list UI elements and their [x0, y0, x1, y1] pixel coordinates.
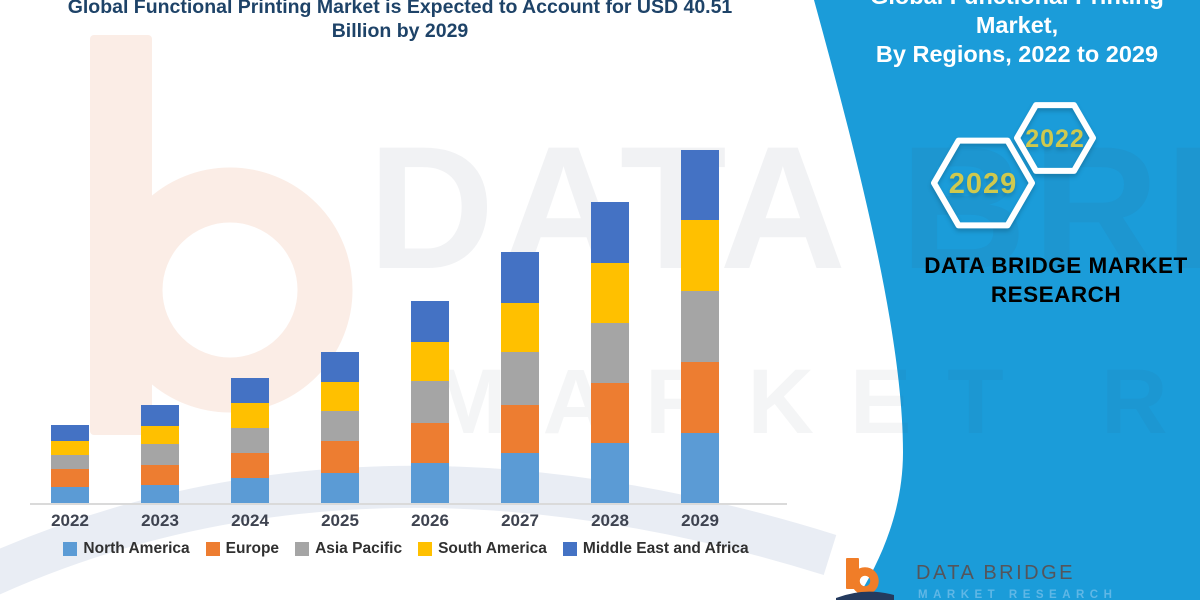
bar-segment-asia-pacific — [321, 411, 359, 441]
legend-label: Asia Pacific — [315, 540, 403, 557]
legend-label: North America — [83, 540, 190, 557]
panel-heading-line1: Global Functional Printing Market, — [870, 0, 1164, 38]
x-axis-label-2022: 2022 — [51, 511, 89, 530]
chart-title-line1: Global Functional Printing Market is Exp… — [67, 0, 733, 18]
bar-segment-south-america — [501, 303, 539, 352]
bar-segment-middle-east-and-africa — [411, 301, 449, 343]
bar-segment-asia-pacific — [411, 381, 449, 424]
x-axis-label-2027: 2027 — [501, 511, 539, 530]
hexagon-2029-icon — [931, 137, 1035, 229]
footer-logo: DATA BRIDGE MARKET RESEARCH — [836, 556, 1136, 600]
plot-area — [51, 150, 719, 503]
bar-segment-south-america — [411, 342, 449, 382]
legend-label: Europe — [225, 540, 280, 557]
bar-segment-south-america — [141, 425, 179, 445]
panel-heading-line2: By Regions, 2022 to 2029 — [875, 41, 1159, 67]
bar-segment-middle-east-and-africa — [501, 251, 539, 304]
x-axis-label-2024: 2024 — [231, 511, 269, 530]
bar-segment-europe — [141, 465, 179, 485]
bar-segment-asia-pacific — [141, 444, 179, 466]
legend-item-asia-pacific: Asia Pacific — [295, 540, 402, 558]
hexagon-2022-label: 2022 — [1025, 125, 1085, 153]
x-axis-label-2029: 2029 — [681, 511, 719, 530]
footer-logo-b-icon — [836, 558, 894, 600]
hexagon-2029-label: 2029 — [949, 168, 1018, 200]
bar-segment-south-america — [681, 220, 719, 292]
bar-segment-north-america — [681, 433, 719, 503]
bar-segment-middle-east-and-africa — [231, 378, 269, 404]
bar-segment-north-america — [501, 452, 539, 503]
bar-segment-europe — [591, 382, 629, 444]
bar-segment-north-america — [141, 484, 179, 503]
bar-segment-north-america — [321, 472, 359, 503]
hexagon-2022-icon — [1014, 102, 1096, 174]
bar-segment-south-america — [51, 441, 89, 455]
bar-segment-middle-east-and-africa — [321, 351, 359, 383]
legend-label: Middle East and Africa — [582, 540, 749, 557]
year-hexagons: 2029 2022 — [931, 102, 1096, 229]
chart-legend: North America Europe Asia Pacific South Ame… — [25, 540, 787, 558]
panel-heading: Global Functional Printing Market, By Re… — [838, 0, 1196, 69]
bar-segment-asia-pacific — [51, 454, 89, 469]
legend-label: South America — [438, 540, 547, 557]
bar-segment-asia-pacific — [681, 291, 719, 362]
bar-segment-europe — [51, 468, 89, 488]
footer-logo-name: DATA BRIDGE — [916, 562, 1076, 584]
bar-segment-europe — [321, 440, 359, 473]
legend-item-middle-east-and-africa: Middle East and Africa — [562, 540, 749, 558]
legend-swatch-icon — [562, 542, 577, 556]
bar-segment-middle-east-and-africa — [591, 202, 629, 263]
x-axis-label-2023: 2023 — [141, 511, 179, 530]
chart-title: Global Functional Printing Market is Exp… — [20, 0, 780, 43]
legend-swatch-icon — [63, 542, 78, 556]
bar-segment-south-america — [591, 262, 629, 324]
chart-title-line2: Billion by 2029 — [331, 20, 469, 42]
legend-item-south-america: South America — [418, 540, 547, 558]
legend-swatch-icon — [418, 542, 433, 556]
brand-text-line2: RESEARCH — [990, 282, 1122, 307]
bar-segment-middle-east-and-africa — [141, 404, 179, 426]
bar-segment-europe — [411, 423, 449, 464]
brand-text: DATA BRIDGE MARKET RESEARCH — [898, 251, 1200, 309]
x-axis-label-2026: 2026 — [411, 511, 449, 530]
bar-segment-asia-pacific — [231, 428, 269, 453]
bar-segment-middle-east-and-africa — [681, 150, 719, 221]
bar-segment-north-america — [411, 463, 449, 503]
bar-segment-asia-pacific — [591, 323, 629, 383]
x-axis-label-2028: 2028 — [591, 511, 629, 530]
legend-item-europe: Europe — [205, 540, 280, 558]
x-axis-labels: 2022 2023 2024 2025 2026 2027 2028 2029 — [0, 511, 800, 535]
bar-segment-middle-east-and-africa — [51, 425, 89, 442]
bar-segment-south-america — [321, 382, 359, 412]
bar-segment-europe — [501, 404, 539, 453]
legend-swatch-icon — [205, 542, 220, 556]
bar-segment-south-america — [231, 403, 269, 429]
legend-swatch-icon — [295, 542, 310, 556]
bar-segment-asia-pacific — [501, 351, 539, 405]
bar-segment-north-america — [591, 443, 629, 503]
footer-logo-sub: MARKET RESEARCH — [918, 589, 1118, 600]
bar-segment-north-america — [51, 487, 89, 503]
blue-panel-path — [814, 0, 1200, 600]
brand-text-line1: DATA BRIDGE MARKET — [924, 253, 1188, 278]
bar-segment-europe — [681, 361, 719, 434]
x-axis-line — [30, 503, 787, 505]
x-axis-label-2025: 2025 — [321, 511, 359, 530]
legend-item-north-america: North America — [63, 540, 190, 558]
bar-segment-north-america — [231, 477, 269, 503]
bar-segment-europe — [231, 452, 269, 478]
